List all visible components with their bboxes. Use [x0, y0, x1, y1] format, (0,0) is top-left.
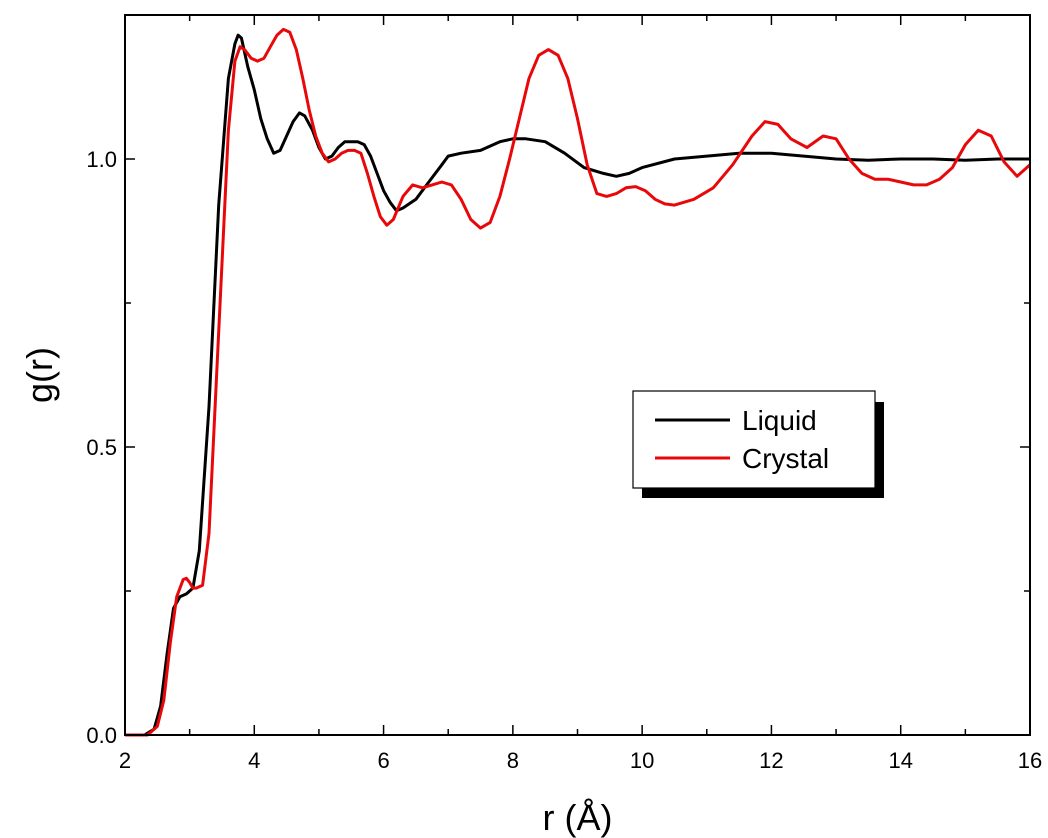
x-axis-title: r (Å): [543, 797, 613, 838]
x-tick-label: 6: [377, 748, 389, 773]
legend-label-crystal: Crystal: [742, 443, 829, 474]
x-tick-label: 2: [119, 748, 131, 773]
series-line-liquid: [125, 33, 1030, 737]
series-line-crystal: [125, 27, 1031, 737]
x-tick-label: 16: [1018, 748, 1042, 773]
legend: Liquid Crystal: [632, 390, 884, 498]
y-axis-title: g(r): [19, 347, 60, 403]
x-tick-label: 4: [248, 748, 260, 773]
x-tick-label: 8: [507, 748, 519, 773]
plot-frame: [124, 14, 1031, 736]
x-axis-ticks: 2 4 6 8 10 12 14 16: [119, 15, 1042, 773]
x-tick-label: 10: [630, 748, 654, 773]
y-tick-label: 1.0: [86, 147, 117, 172]
legend-box: [632, 390, 876, 489]
y-tick-label: 0.0: [86, 723, 117, 748]
x-tick-label: 14: [888, 748, 912, 773]
y-tick-label: 0.5: [86, 435, 117, 460]
x-tick-label: 12: [759, 748, 783, 773]
series-layer: [125, 27, 1031, 737]
legend-label-liquid: Liquid: [742, 405, 817, 436]
